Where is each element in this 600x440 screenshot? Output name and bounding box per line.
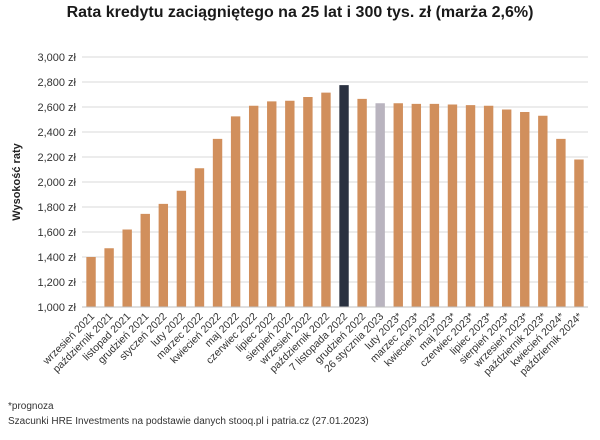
bar [556, 138, 566, 307]
y-axis-label: Wysokość raty [11, 142, 23, 220]
bar [357, 98, 367, 307]
bar [429, 103, 440, 307]
y-tick-label: 1,000 zł [37, 302, 76, 314]
bar [158, 203, 169, 307]
bar [267, 101, 277, 307]
bar [122, 229, 132, 307]
bar [212, 138, 223, 307]
bar [176, 190, 187, 307]
bar [574, 159, 584, 307]
chart-title: Rata kredytu zaciągniętego na 25 lat i 3… [66, 4, 534, 21]
y-tick-label: 1,200 zł [37, 277, 76, 289]
forecast-note: *prognoza [8, 401, 54, 412]
bar [104, 248, 114, 307]
y-tick-label: 2,800 zł [37, 77, 76, 89]
bar [393, 103, 403, 307]
bar [447, 104, 458, 307]
source-note: Szacunki HRE Investments na podstawie da… [8, 416, 369, 427]
bar [86, 257, 96, 307]
bar [321, 92, 331, 307]
bar [411, 103, 422, 307]
bar [285, 100, 295, 307]
bar [339, 85, 349, 307]
bar [230, 116, 241, 307]
bar [483, 105, 494, 307]
bar [538, 115, 548, 307]
bar [194, 168, 205, 307]
y-tick-label: 2,000 zł [37, 177, 76, 189]
bar [303, 97, 313, 307]
y-tick-label: 2,200 zł [37, 152, 76, 164]
y-tick-label: 1,400 zł [37, 252, 76, 264]
bar [520, 112, 530, 307]
y-tick-label: 2,600 zł [37, 102, 76, 114]
bar [465, 105, 476, 307]
bar [248, 105, 259, 307]
y-tick-label: 2,400 zł [37, 127, 76, 139]
bar [501, 109, 512, 307]
bar [140, 213, 150, 307]
y-tick-label: 3,000 zł [37, 52, 76, 64]
y-tick-label: 1,600 zł [37, 227, 76, 239]
bar [375, 103, 385, 307]
y-tick-label: 1,800 zł [37, 202, 76, 214]
